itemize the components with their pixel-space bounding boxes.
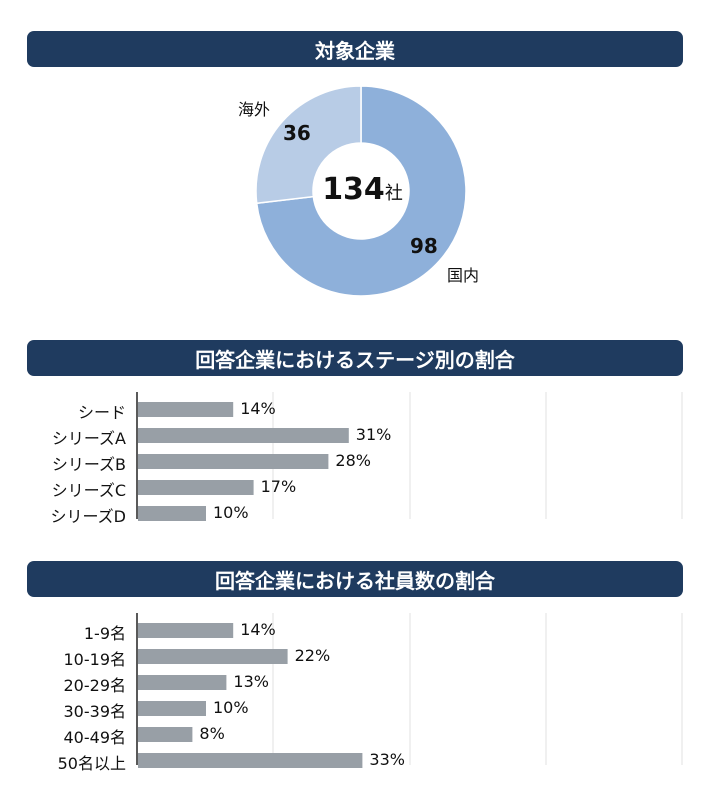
employees-value-label-1: 22% [294,646,331,665]
slice-value-domestic: 98 [410,234,438,258]
employees-category-label-2: 20-29名 [63,676,127,695]
stage-category-label-1: シリーズA [51,429,126,448]
donut-center-value: 134 [322,172,385,207]
employees-bar-3 [138,701,206,716]
employees-bar-0 [138,623,234,638]
donut-slice-0 [255,85,467,297]
stage-value-label-0: 14% [240,399,276,418]
employees-bar-4 [138,727,193,742]
donut-chart [255,85,467,297]
stage-category-label-2: シリーズB [51,455,126,474]
employees-value-label-4: 8% [199,724,225,743]
donut-center: 134社 [315,172,410,207]
employees-value-label-2: 13% [233,672,269,691]
stage-bar-4 [138,506,206,521]
stage-category-label-4: シリーズD [50,507,126,526]
employees-category-label-3: 30-39名 [63,702,127,721]
slice-value-overseas: 36 [283,121,311,145]
employees-value-label-3: 10% [213,698,249,717]
donut-slice-1 [255,85,362,205]
employees-banner: 回答企業における社員数の割合 [27,561,683,597]
employees-bar-1 [138,649,288,664]
employees-category-label-4: 40-49名 [63,728,127,747]
stage-value-label-2: 28% [335,451,371,470]
employees-bar-2 [138,675,227,690]
employees-category-label-5: 50名以上 [57,754,126,773]
stage-category-label-0: シード [77,403,126,422]
companies-banner: 対象企業 [27,31,683,67]
employees-category-label-0: 1-9名 [83,624,126,643]
employees-bar-5 [138,753,363,768]
employees-category-label-1: 10-19名 [63,650,127,669]
stage-category-label-3: シリーズC [51,481,126,500]
stage-title: 回答企業におけるステージ別の割合 [195,347,515,372]
stage-bar-0 [138,402,234,417]
slice-label-overseas: 海外 [238,100,271,119]
employees-value-label-5: 33% [369,750,405,769]
donut-center-unit: 社 [384,183,403,204]
stage-bar-1 [138,428,349,443]
stage-banner: 回答企業におけるステージ別の割合 [27,340,683,376]
employees-value-label-0: 14% [240,620,276,639]
slice-label-domestic: 国内 [447,266,480,285]
employees-title: 回答企業における社員数の割合 [215,568,495,593]
stage-value-label-3: 17% [260,477,297,496]
stage-bar-3 [138,480,254,495]
companies-title: 対象企業 [315,38,395,63]
stage-bar-2 [138,454,329,469]
stage-value-label-1: 31% [355,425,392,444]
stage-value-label-4: 10% [213,503,249,522]
